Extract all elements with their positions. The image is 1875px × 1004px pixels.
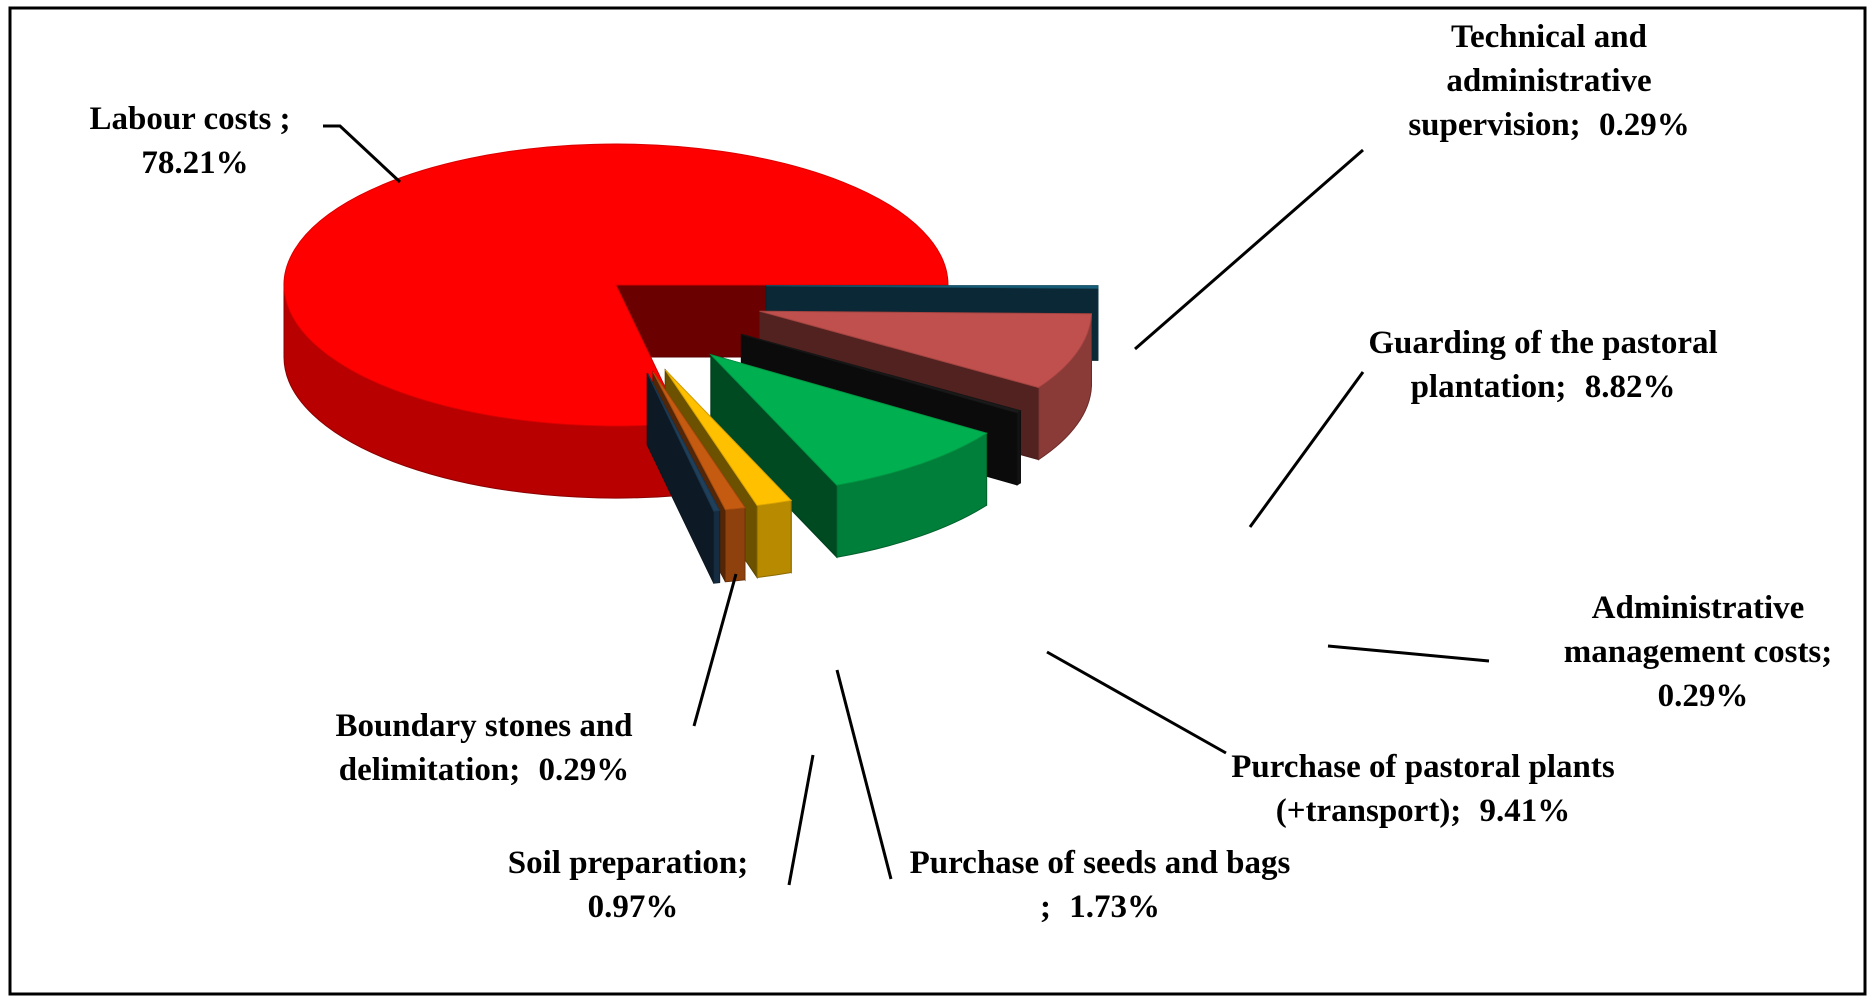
slice-top bbox=[646, 372, 721, 512]
slice-label: Technical and administrative supervision… bbox=[1369, 15, 1729, 147]
category-label: Technical and administrative supervision… bbox=[1408, 19, 1652, 143]
leader-line bbox=[835, 669, 893, 880]
value-label: 0.29% bbox=[1598, 107, 1690, 143]
chart-border bbox=[8, 6, 1867, 996]
pie-slice bbox=[646, 372, 721, 584]
slice-top bbox=[741, 333, 1022, 414]
value-label: 0.29% bbox=[538, 752, 630, 788]
slice-side bbox=[713, 510, 721, 584]
value-label: 0.97% bbox=[587, 889, 679, 925]
slice-label: Soil preparation; 0.97% bbox=[498, 841, 758, 929]
slice-label: Labour costs ; 78.21% bbox=[40, 97, 340, 185]
value-label: 0.29% bbox=[1657, 678, 1749, 714]
leader-line bbox=[1134, 148, 1364, 351]
slice-side bbox=[1016, 409, 1021, 486]
category-label: Labour costs ; bbox=[89, 101, 291, 137]
slice-top bbox=[759, 310, 1093, 389]
leader-line bbox=[692, 573, 738, 727]
value-label: 1.73% bbox=[1069, 889, 1160, 925]
slice-top bbox=[664, 369, 793, 507]
value-label: 78.21% bbox=[141, 145, 249, 181]
category-label: Guarding of the pastoral plantation; bbox=[1368, 325, 1718, 405]
category-label: Boundary stones and delimitation; bbox=[335, 708, 633, 788]
slice-label: Purchase of seeds and bags ; 1.73% bbox=[905, 841, 1295, 929]
leader-line bbox=[1046, 650, 1227, 755]
leader-line bbox=[787, 754, 815, 886]
leader-line bbox=[323, 124, 402, 184]
slice-top bbox=[709, 353, 988, 486]
leader-line bbox=[1248, 371, 1365, 528]
category-label: Soil preparation; bbox=[507, 845, 749, 881]
leader-line bbox=[1327, 644, 1490, 663]
slice-label: Boundary stones and delimitation; 0.29% bbox=[304, 704, 664, 792]
value-label: 9.41% bbox=[1479, 793, 1571, 829]
value-label: 8.82% bbox=[1584, 369, 1676, 405]
slice-label: Purchase of pastoral plants (+transport)… bbox=[1228, 745, 1618, 833]
category-label: Administrative management costs; bbox=[1563, 590, 1833, 670]
slice-side bbox=[724, 507, 746, 583]
category-label: Purchase of seeds and bags ; bbox=[909, 845, 1291, 925]
slice-top bbox=[652, 371, 746, 511]
category-label: Purchase of pastoral plants (+transport)… bbox=[1231, 749, 1615, 829]
slice-label: Administrative management costs; 0.29% bbox=[1518, 586, 1875, 718]
pie-slice bbox=[709, 353, 988, 559]
slice-top bbox=[283, 143, 949, 427]
slice-label: Guarding of the pastoral plantation; 8.8… bbox=[1353, 321, 1733, 409]
slice-side bbox=[756, 499, 792, 579]
slice-top bbox=[765, 285, 1099, 289]
